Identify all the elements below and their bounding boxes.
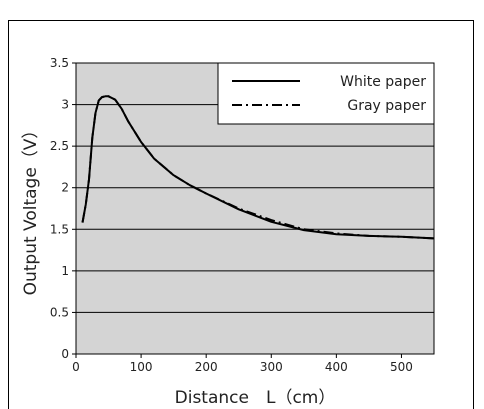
x-axis-label: Distance L（cm） <box>175 388 336 408</box>
y-tick-label: 2.5 <box>50 139 69 153</box>
legend-label-white-paper: White paper <box>340 74 426 90</box>
x-tick-label: 500 <box>390 360 413 374</box>
y-tick-label: 1 <box>61 264 69 278</box>
y-tick-label: 1.5 <box>50 222 69 236</box>
chart-frame <box>8 20 474 409</box>
x-tick-label: 200 <box>195 360 218 374</box>
x-tick-label: 100 <box>130 360 153 374</box>
legend: White paper Gray paper <box>217 62 435 125</box>
y-tick-label: 2 <box>61 181 69 195</box>
y-tick-label: 0 <box>61 347 69 361</box>
ticks: 0 0.5 1 1.5 2 2.5 3 3.5 0 100 200 300 400 500 <box>50 56 413 374</box>
y-tick-label: 3 <box>61 98 69 112</box>
series-layer <box>81 95 435 240</box>
x-tick-label: 300 <box>260 360 283 374</box>
y-tick-label: 0.5 <box>50 305 69 319</box>
legend-label-gray-paper: Gray paper <box>347 98 426 114</box>
y-axis-label: Output Voltage（V） <box>21 122 41 296</box>
x-tick-label: 400 <box>325 360 348 374</box>
legend-box <box>217 62 435 125</box>
x-tick-label: 0 <box>72 360 80 374</box>
series-line-gray-paper <box>81 95 435 240</box>
y-tick-label: 3.5 <box>50 56 69 70</box>
